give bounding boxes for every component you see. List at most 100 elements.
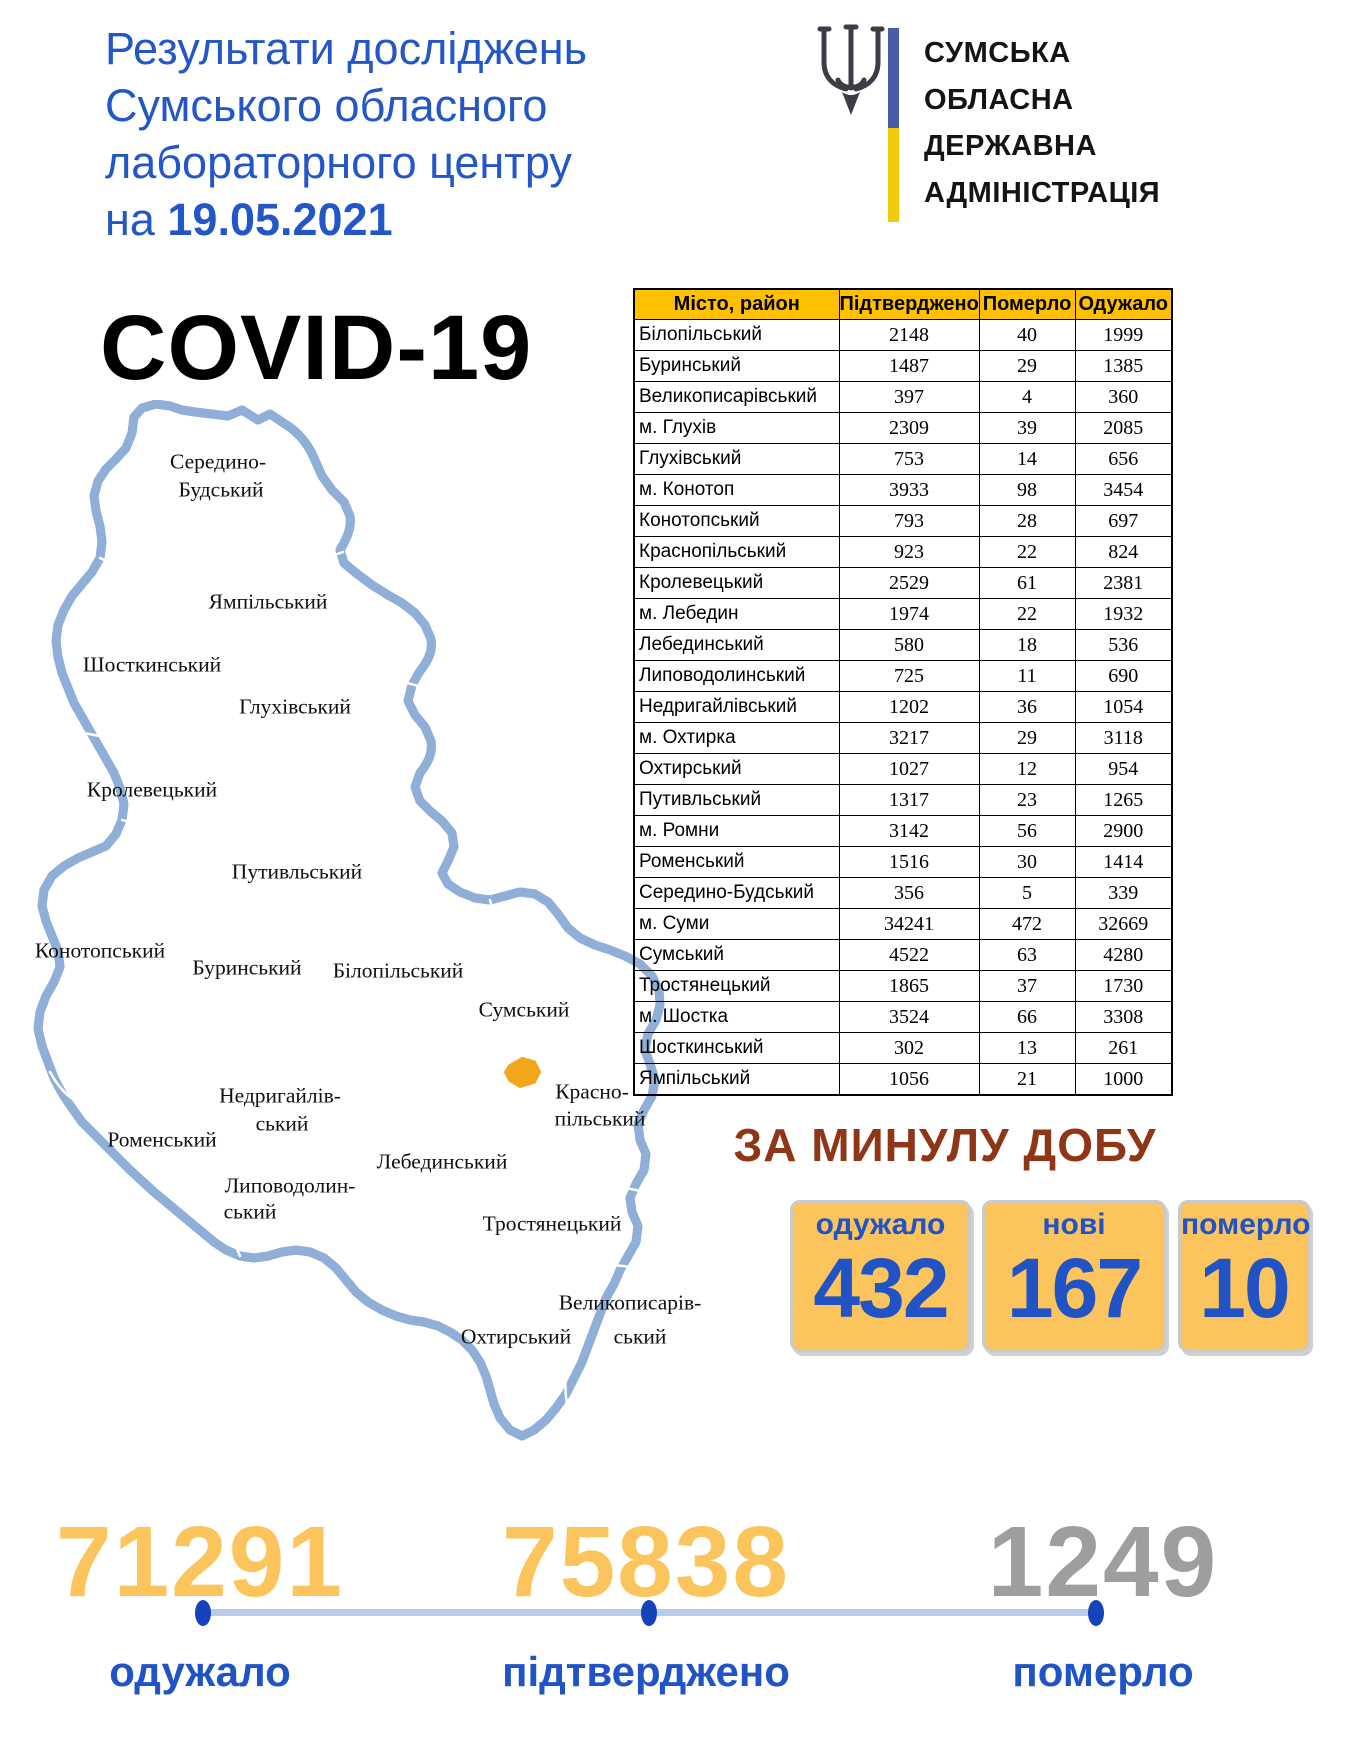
cell-value: 339 — [1074, 877, 1173, 909]
cell-district: Білопільський — [633, 319, 840, 351]
daily-recovered-value: 432 — [813, 1241, 949, 1335]
cell-value: 29 — [978, 350, 1076, 382]
timeline-dot-died — [1088, 1600, 1104, 1626]
cell-value: 1027 — [838, 753, 980, 785]
cell-value: 18 — [978, 629, 1076, 661]
table-row: м. Суми 34241 472 32669 — [633, 908, 1173, 940]
oblast-outline — [33, 400, 665, 1441]
cell-value: 2309 — [838, 412, 980, 444]
cell-district: Недригайлівський — [633, 691, 840, 723]
map-region-label: Красно- — [555, 1079, 629, 1104]
table-row: м. Конотоп 3933 98 3454 — [633, 474, 1173, 506]
administration-name: СУМСЬКА ОБЛАСНА ДЕРЖАВНА АДМІНІСТРАЦІЯ — [924, 30, 1160, 216]
map-region-label: Білопільський — [332, 958, 464, 983]
table-row: м. Шостка 3524 66 3308 — [633, 1001, 1173, 1033]
cell-district: Кролевецький — [633, 567, 840, 599]
map-region-label: Ямпільський — [208, 589, 328, 614]
cell-value: 40 — [978, 319, 1076, 351]
map-region-label: Тростянецький — [482, 1211, 622, 1236]
cell-district: Шосткинський — [633, 1032, 840, 1064]
flag-bar-blue — [888, 28, 899, 128]
flag-bar-yellow — [888, 128, 899, 222]
cell-value: 1385 — [1074, 350, 1173, 382]
map-region-label: ський — [255, 1111, 309, 1136]
cell-value: 22 — [978, 536, 1076, 568]
map-region-label: Путивльський — [231, 859, 363, 884]
map-region-label: ський — [613, 1324, 667, 1349]
cell-value: 261 — [1074, 1032, 1173, 1064]
cell-value: 5 — [978, 877, 1076, 909]
cell-value: 923 — [838, 536, 980, 568]
cell-value: 397 — [838, 381, 980, 413]
cell-value: 36 — [978, 691, 1076, 723]
cell-value: 1054 — [1074, 691, 1173, 723]
report-date: 19.05.2021 — [167, 194, 393, 245]
cell-value: 3454 — [1074, 474, 1173, 506]
cell-value: 4522 — [838, 939, 980, 971]
cell-value: 14 — [978, 443, 1076, 475]
map-region-label: Роменський — [107, 1127, 217, 1152]
daily-died-value: 10 — [1199, 1241, 1290, 1335]
cell-district: Ямпільський — [633, 1063, 840, 1096]
cell-value: 2529 — [838, 567, 980, 599]
cell-value: 12 — [978, 753, 1076, 785]
map-region-label: Шосткинський — [82, 652, 222, 677]
cell-value: 2381 — [1074, 567, 1173, 599]
map-region-label: Середино- — [169, 449, 267, 474]
cell-value: 2900 — [1074, 815, 1173, 847]
table-row: Буринський 1487 29 1385 — [633, 350, 1173, 382]
cell-value: 1999 — [1074, 319, 1173, 351]
cell-district: м. Лебедин — [633, 598, 840, 630]
cell-value: 13 — [978, 1032, 1076, 1064]
cell-value: 1317 — [838, 784, 980, 816]
cell-district: м. Суми — [633, 908, 840, 940]
map-region-label: Лебединський — [376, 1149, 508, 1174]
map-region-label: Сумський — [478, 997, 570, 1022]
cell-value: 536 — [1074, 629, 1173, 661]
map-region-label: ський — [223, 1199, 277, 1224]
table-row: Білопільський 2148 40 1999 — [633, 319, 1173, 351]
cell-value: 66 — [978, 1001, 1076, 1033]
cell-value: 22 — [978, 598, 1076, 630]
cell-district: Конотопський — [633, 505, 840, 537]
daily-died-label: померло — [1181, 1208, 1311, 1241]
table-row: Липоводолинський 725 11 690 — [633, 660, 1173, 692]
cell-district: Лебединський — [633, 629, 840, 661]
timeline-dot-recovered — [195, 1600, 211, 1626]
table-row: Охтирський 1027 12 954 — [633, 753, 1173, 785]
cell-value: 302 — [838, 1032, 980, 1064]
table-row: м. Глухів 2309 39 2085 — [633, 412, 1173, 444]
org-line: СУМСЬКА — [924, 37, 1071, 69]
map-region-label: Буринський — [192, 955, 302, 980]
page-title: Результати досліджень Сумського обласног… — [105, 20, 587, 248]
cell-district: м. Шостка — [633, 1001, 840, 1033]
trident-icon — [817, 24, 885, 115]
title-date-prefix: на — [105, 194, 168, 245]
map-region-label: Недригайлів- — [219, 1083, 341, 1108]
title-line-1: Результати досліджень — [105, 23, 588, 74]
daily-heading: ЗА МИНУЛУ ДОБУ — [733, 1119, 1157, 1171]
daily-died-card: померло 10 — [1178, 1200, 1311, 1352]
title-line-4: на 19.05.2021 — [105, 191, 587, 248]
map-region-label: Липоводолин- — [224, 1173, 356, 1198]
cell-value: 30 — [978, 846, 1076, 878]
cell-value: 1730 — [1074, 970, 1173, 1002]
table-row: Лебединський 580 18 536 — [633, 629, 1173, 661]
table-row: Кролевецький 2529 61 2381 — [633, 567, 1173, 599]
col-header-district: Місто, район — [633, 288, 840, 320]
cell-district: Роменський — [633, 846, 840, 878]
cell-value: 29 — [978, 722, 1076, 754]
cell-value: 3142 — [838, 815, 980, 847]
cell-value: 4 — [978, 381, 1076, 413]
table-row: Глухівський 753 14 656 — [633, 443, 1173, 475]
cell-value: 37 — [978, 970, 1076, 1002]
cell-value: 3524 — [838, 1001, 980, 1033]
cell-district: м. Охтирка — [633, 722, 840, 754]
table-row: Путивльський 1317 23 1265 — [633, 784, 1173, 816]
cell-district: Тростянецький — [633, 970, 840, 1002]
table-row: Шосткинський 302 13 261 — [633, 1032, 1173, 1064]
total-confirmed-label: підтверджено — [502, 1648, 790, 1695]
oblast-map: Середино- Будський Ямпільський Шосткинський… — [10, 400, 701, 1480]
cell-value: 2085 — [1074, 412, 1173, 444]
col-header-died: Померло — [978, 288, 1076, 320]
